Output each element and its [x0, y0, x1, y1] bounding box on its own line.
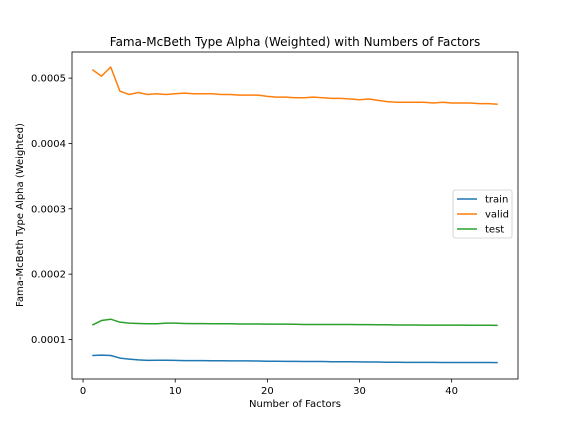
y-axis: 0.0001 0.0002 0.0003 0.0004 0.0005	[31, 74, 72, 346]
plot-frame	[71, 51, 519, 380]
legend-label-valid: valid	[485, 210, 509, 221]
chart-title: Fama-McBeth Type Alpha (Weighted) with N…	[110, 35, 480, 49]
legend-box	[452, 189, 513, 239]
legend: train valid test	[452, 189, 513, 239]
y-tick-label: 0.0003	[31, 204, 66, 215]
y-tick-label: 0.0001	[31, 335, 66, 346]
y-tick-label: 0.0002	[31, 270, 66, 281]
series-layer	[91, 66, 498, 364]
series-line-train	[92, 354, 498, 364]
x-axis-label: Number of Factors	[249, 399, 341, 410]
x-tick-label: 40	[445, 386, 458, 397]
series-line-valid	[91, 66, 498, 106]
legend-label-test: test	[485, 225, 504, 236]
x-tick-label: 30	[353, 386, 366, 397]
series-line-test	[91, 318, 498, 327]
y-tick-label: 0.0005	[31, 74, 66, 85]
y-tick-label: 0.0004	[31, 139, 66, 150]
y-axis-label: Fama-McBeth Type Alpha (Weighted)	[15, 123, 26, 307]
x-axis: 0 10 20 30 40	[80, 379, 458, 397]
x-tick-label: 0	[80, 386, 86, 397]
x-tick-label: 20	[261, 386, 274, 397]
x-tick-label: 10	[169, 386, 182, 397]
legend-label-train: train	[485, 195, 508, 206]
